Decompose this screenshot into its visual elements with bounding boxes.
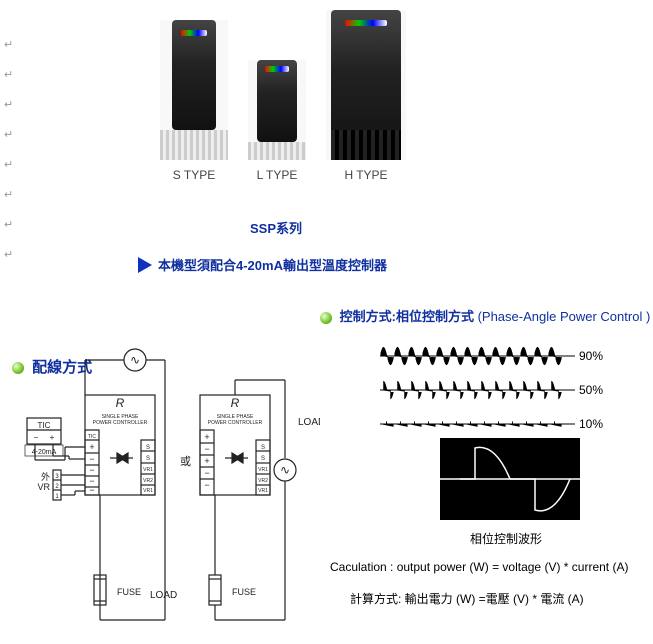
svg-text:−: − xyxy=(89,465,94,475)
ltype-image xyxy=(248,60,306,160)
svg-text:LOAD: LOAD xyxy=(150,590,177,601)
margin-marks: ↵↵↵↵↵↵↵↵ xyxy=(4,30,13,270)
ac-source-icon: ∿ xyxy=(130,353,140,367)
svg-text:−: − xyxy=(89,454,94,464)
svg-text:VR1: VR1 xyxy=(143,488,153,494)
wave-50-label: 50% xyxy=(579,383,603,397)
svg-text:LOAD: LOAD xyxy=(298,417,320,428)
calculation-zh: 計算方式: 輸出電力 (W) =電壓 (V) * 電流 (A) xyxy=(350,590,584,607)
wave-row-50: 50% xyxy=(380,379,603,401)
svg-text:或: 或 xyxy=(180,455,191,468)
bullet-icon xyxy=(320,312,332,324)
svg-text:TIC: TIC xyxy=(88,434,96,440)
svg-text:VR1: VR1 xyxy=(258,467,268,473)
series-title: SSP系列 xyxy=(250,218,302,237)
svg-text:+: + xyxy=(204,456,209,466)
svg-text:VR2: VR2 xyxy=(143,478,153,484)
svg-text:VR1: VR1 xyxy=(143,467,153,473)
svg-text:S: S xyxy=(146,456,150,462)
svg-text:−: − xyxy=(204,468,209,478)
wave-90-label: 90% xyxy=(579,349,603,363)
arrow-icon xyxy=(138,257,152,273)
ltype-label: L TYPE xyxy=(257,168,298,182)
compat-note: 本機型須配合4-20mA輸出型溫度控制器 xyxy=(138,255,387,274)
product-row: S TYPE L TYPE H TYPE xyxy=(160,10,406,182)
phase-graph-caption: 相位控制波形 xyxy=(470,530,542,547)
svg-text:S: S xyxy=(146,445,150,451)
calculation-en: Caculation : output power (W) = voltage … xyxy=(330,560,628,574)
control-method-paren: (Phase-Angle Power Control ) xyxy=(474,309,650,324)
svg-text:+: + xyxy=(50,433,55,442)
svg-text:+: + xyxy=(89,442,94,452)
product-s: S TYPE xyxy=(160,20,228,182)
htype-image xyxy=(326,10,406,160)
svg-text:−: − xyxy=(204,480,209,490)
svg-text:R: R xyxy=(231,396,240,410)
svg-text:−: − xyxy=(34,433,39,442)
wave-row-10: 10% xyxy=(380,413,603,435)
svg-text:−: − xyxy=(204,444,209,454)
product-h: H TYPE xyxy=(326,10,406,182)
svg-text:VR1: VR1 xyxy=(258,488,268,494)
wave-10-svg xyxy=(380,413,575,435)
svg-text:FUSE: FUSE xyxy=(232,587,256,597)
svg-text:VR2: VR2 xyxy=(258,478,268,484)
svg-text:S: S xyxy=(261,445,265,451)
wave-row-90: 90% xyxy=(380,345,603,367)
svg-text:3: 3 xyxy=(55,474,59,480)
htype-label: H TYPE xyxy=(344,168,387,182)
svg-text:TIC: TIC xyxy=(38,421,51,430)
wiring-diagram: ∿ R SINGLE PHASE POWER CONTROLLER TIC + … xyxy=(5,340,320,635)
svg-text:2: 2 xyxy=(55,484,59,490)
svg-text:1: 1 xyxy=(55,494,59,500)
compat-note-text: 本機型須配合4-20mA輸出型溫度控制器 xyxy=(158,255,387,274)
svg-text:S: S xyxy=(261,456,265,462)
svg-text:R: R xyxy=(116,396,125,410)
svg-text:POWER CONTROLLER: POWER CONTROLLER xyxy=(208,420,263,426)
wave-50-svg xyxy=(380,379,575,401)
svg-text:−: − xyxy=(89,485,94,495)
stype-image xyxy=(160,20,228,160)
svg-text:VR: VR xyxy=(37,482,50,492)
svg-text:FUSE: FUSE xyxy=(117,587,141,597)
product-l: L TYPE xyxy=(248,60,306,182)
waveform-block: 90% 50% 10% xyxy=(380,345,603,447)
svg-text:外: 外 xyxy=(41,471,50,482)
control-method-label: 控制方式:相位控制方式 xyxy=(340,309,474,324)
phase-graph xyxy=(440,438,580,520)
svg-text:∿: ∿ xyxy=(280,463,290,477)
control-method-heading: 控制方式:相位控制方式 (Phase-Angle Power Control ) xyxy=(320,306,650,325)
wave-90-svg xyxy=(380,345,575,367)
svg-text:+: + xyxy=(204,432,209,442)
svg-text:POWER CONTROLLER: POWER CONTROLLER xyxy=(93,420,148,426)
wave-10-label: 10% xyxy=(579,417,603,431)
stype-label: S TYPE xyxy=(173,168,215,182)
